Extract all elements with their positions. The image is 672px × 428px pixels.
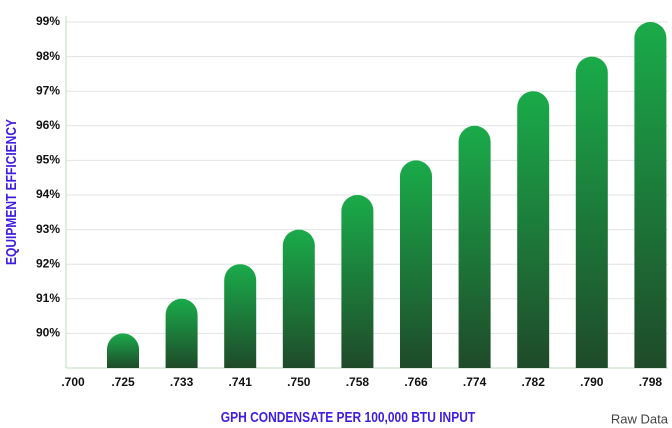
x-tick-label: .741 <box>229 375 253 389</box>
x-tick-label: .798 <box>639 375 663 389</box>
y-tick-label: 98% <box>36 49 60 63</box>
x-tick-label: .700 <box>61 375 85 389</box>
bar <box>575 56 608 368</box>
x-tick-label: .758 <box>346 375 370 389</box>
bar <box>458 125 491 368</box>
x-axis-title: GPH CONDENSATE PER 100,000 BTU INPUT <box>221 409 476 426</box>
y-tick-label: 94% <box>36 187 60 201</box>
bar <box>634 22 667 368</box>
bar <box>400 160 432 368</box>
x-tick-label: .766 <box>404 375 428 389</box>
x-tick-label: .725 <box>111 375 135 389</box>
bar <box>107 333 139 368</box>
y-tick-label: 96% <box>36 118 60 132</box>
note: Raw Data <box>611 411 669 426</box>
bar <box>341 195 374 368</box>
y-tick-label: 92% <box>36 256 60 270</box>
y-tick-label: 95% <box>36 153 60 167</box>
bar <box>282 229 315 368</box>
x-tick-label: .790 <box>580 375 604 389</box>
x-tick-label: .750 <box>287 375 311 389</box>
bar <box>517 91 550 368</box>
x-tick-label: .774 <box>463 375 487 389</box>
y-tick-label: 91% <box>36 291 60 305</box>
x-tick-label: .733 <box>170 375 194 389</box>
x-tick-label: .782 <box>522 375 546 389</box>
y-tick-label: 93% <box>36 222 60 236</box>
y-tick-label: 99% <box>36 14 60 28</box>
bar <box>224 264 257 368</box>
y-tick-label: 97% <box>36 83 60 97</box>
y-axis-title: EQUIPMENT EFFICIENCY <box>3 119 20 265</box>
y-tick-label: 90% <box>36 326 60 340</box>
bar <box>165 298 198 368</box>
